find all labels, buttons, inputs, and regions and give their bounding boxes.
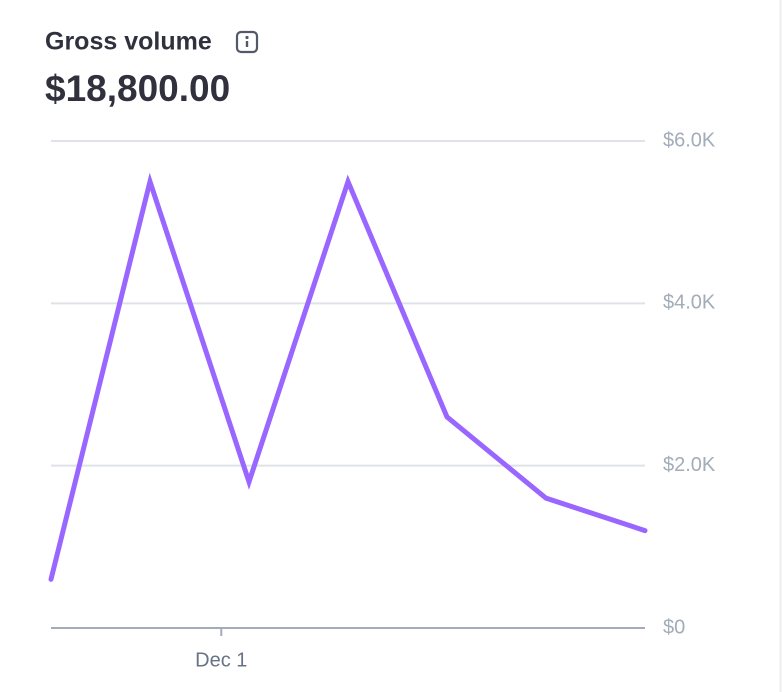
- y-tick-label: $0: [663, 616, 685, 638]
- chart-title: Gross volume: [45, 28, 212, 56]
- data-line: [48, 172, 648, 582]
- y-tick-label: $2.0K: [663, 454, 716, 476]
- x-tick-label: Dec 1: [195, 649, 247, 671]
- y-tick-label: $4.0K: [663, 292, 716, 314]
- total-value: $18,800.00: [45, 68, 230, 109]
- info-icon[interactable]: [235, 30, 259, 54]
- y-tick-label: $6.0K: [663, 129, 716, 151]
